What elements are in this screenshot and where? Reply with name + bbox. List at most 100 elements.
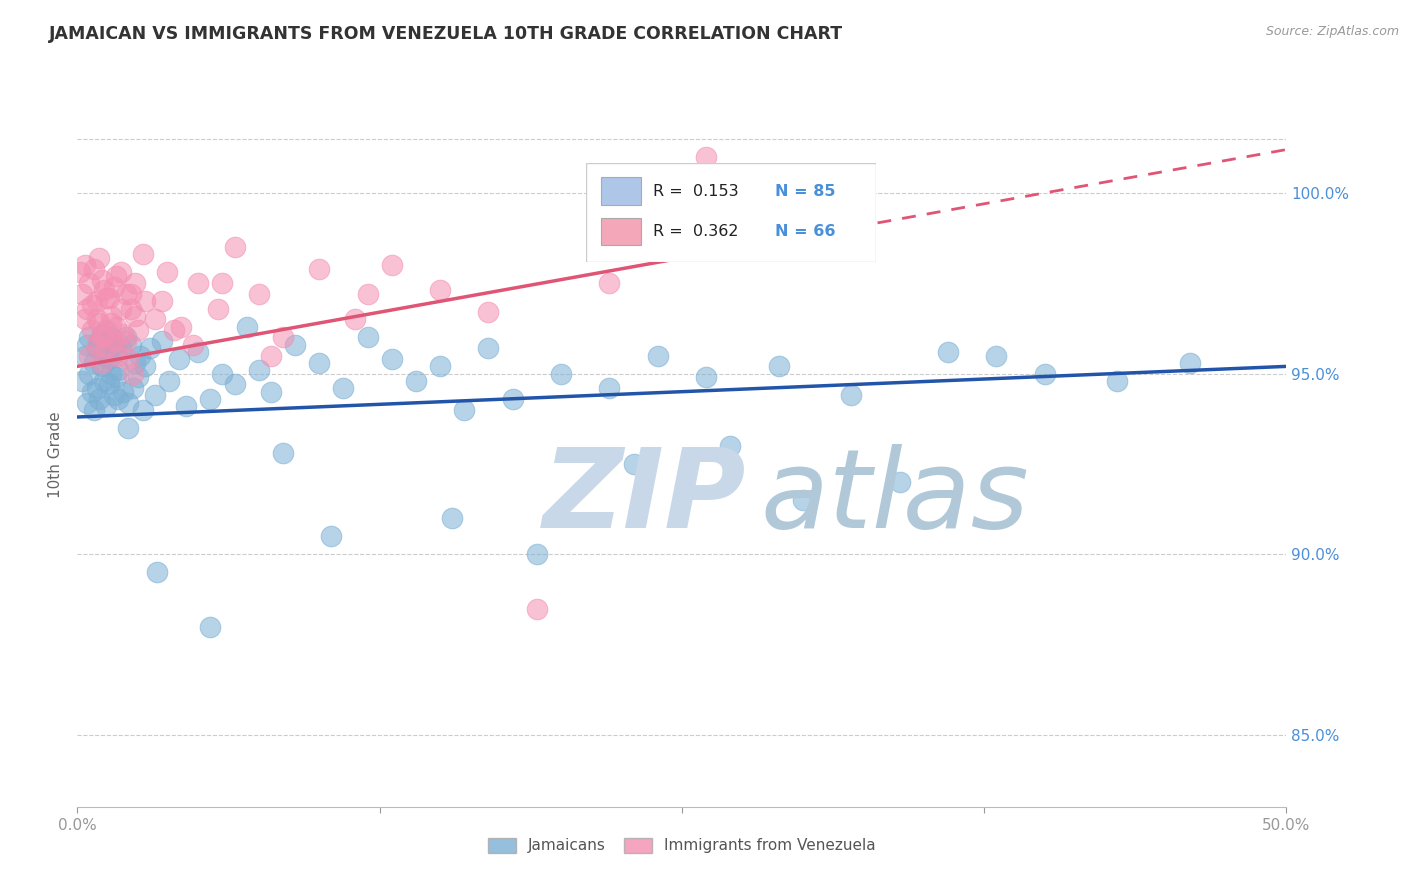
Point (356, 287, 378, 301)
Point (768, 359, 790, 374)
Point (83, 356, 105, 370)
Point (405, 374, 427, 388)
Point (83, 261, 105, 276)
Point (200, 619, 222, 633)
Point (124, 309, 146, 323)
Point (792, 493, 814, 508)
Point (441, 511, 464, 525)
Point (502, 392, 524, 406)
Point (477, 305, 499, 319)
Point (86, 337, 108, 351)
Point (453, 402, 475, 417)
Text: atlas: atlas (761, 443, 1029, 550)
Point (97, 352, 120, 367)
Point (73, 258, 96, 272)
Point (80, 298, 103, 312)
Point (93, 349, 115, 363)
Point (97, 291, 120, 305)
Point (93, 284, 115, 298)
Point (70, 374, 93, 388)
Point (247, 363, 270, 377)
Point (103, 388, 125, 402)
Point (69, 265, 91, 279)
Point (157, 374, 180, 388)
Point (131, 402, 153, 417)
Point (79, 330, 101, 344)
Point (96, 399, 118, 413)
Point (163, 323, 186, 337)
FancyBboxPatch shape (600, 218, 641, 245)
Point (332, 381, 354, 395)
Text: Source: ZipAtlas.com: Source: ZipAtlas.com (1265, 25, 1399, 38)
Point (114, 287, 136, 301)
Point (356, 330, 378, 344)
Point (117, 421, 139, 435)
Point (224, 377, 246, 392)
Point (124, 277, 146, 291)
Point (112, 384, 135, 399)
Point (156, 265, 179, 279)
Text: N = 85: N = 85 (775, 184, 835, 199)
Text: N = 66: N = 66 (775, 224, 835, 239)
Point (308, 261, 330, 276)
Point (718, 439, 741, 453)
Point (284, 337, 307, 351)
Point (105, 345, 128, 359)
Point (73, 349, 96, 363)
Point (79, 349, 101, 363)
Point (647, 349, 669, 363)
Point (344, 312, 367, 326)
Point (321, 529, 343, 543)
Point (70, 287, 93, 301)
Point (110, 265, 132, 279)
Point (889, 475, 911, 489)
Point (112, 326, 135, 341)
Point (96, 341, 118, 355)
Point (107, 363, 129, 377)
Point (271, 330, 294, 344)
Point (97, 377, 120, 392)
FancyBboxPatch shape (600, 178, 641, 205)
Point (86, 312, 108, 326)
Point (105, 268, 128, 283)
Point (207, 301, 229, 316)
Point (122, 367, 145, 381)
Point (73, 312, 96, 326)
Point (76, 301, 98, 316)
Point (93, 330, 115, 344)
Point (260, 384, 283, 399)
Point (187, 345, 209, 359)
Text: R =  0.153: R = 0.153 (652, 184, 738, 199)
Point (96, 323, 118, 337)
Point (381, 258, 404, 272)
Point (122, 381, 145, 395)
Point (120, 337, 142, 351)
Point (86, 341, 108, 355)
Point (381, 352, 404, 367)
Point (83, 402, 105, 417)
Point (100, 367, 122, 381)
Point (224, 240, 246, 254)
Point (80, 384, 103, 399)
Point (150, 334, 173, 348)
Point (127, 370, 149, 384)
Point (110, 341, 132, 355)
Point (107, 392, 129, 406)
Point (90, 326, 112, 341)
Point (87, 334, 110, 348)
Point (131, 247, 153, 261)
Point (76, 337, 98, 351)
Point (695, 150, 717, 164)
Point (124, 356, 146, 370)
Point (526, 547, 548, 561)
Point (129, 349, 152, 363)
Point (598, 277, 620, 291)
Point (93, 374, 115, 388)
Point (103, 334, 125, 348)
Point (598, 381, 620, 395)
FancyBboxPatch shape (586, 163, 876, 262)
Point (90, 273, 112, 287)
Point (1033, 367, 1056, 381)
Point (174, 399, 197, 413)
Point (86, 294, 108, 309)
